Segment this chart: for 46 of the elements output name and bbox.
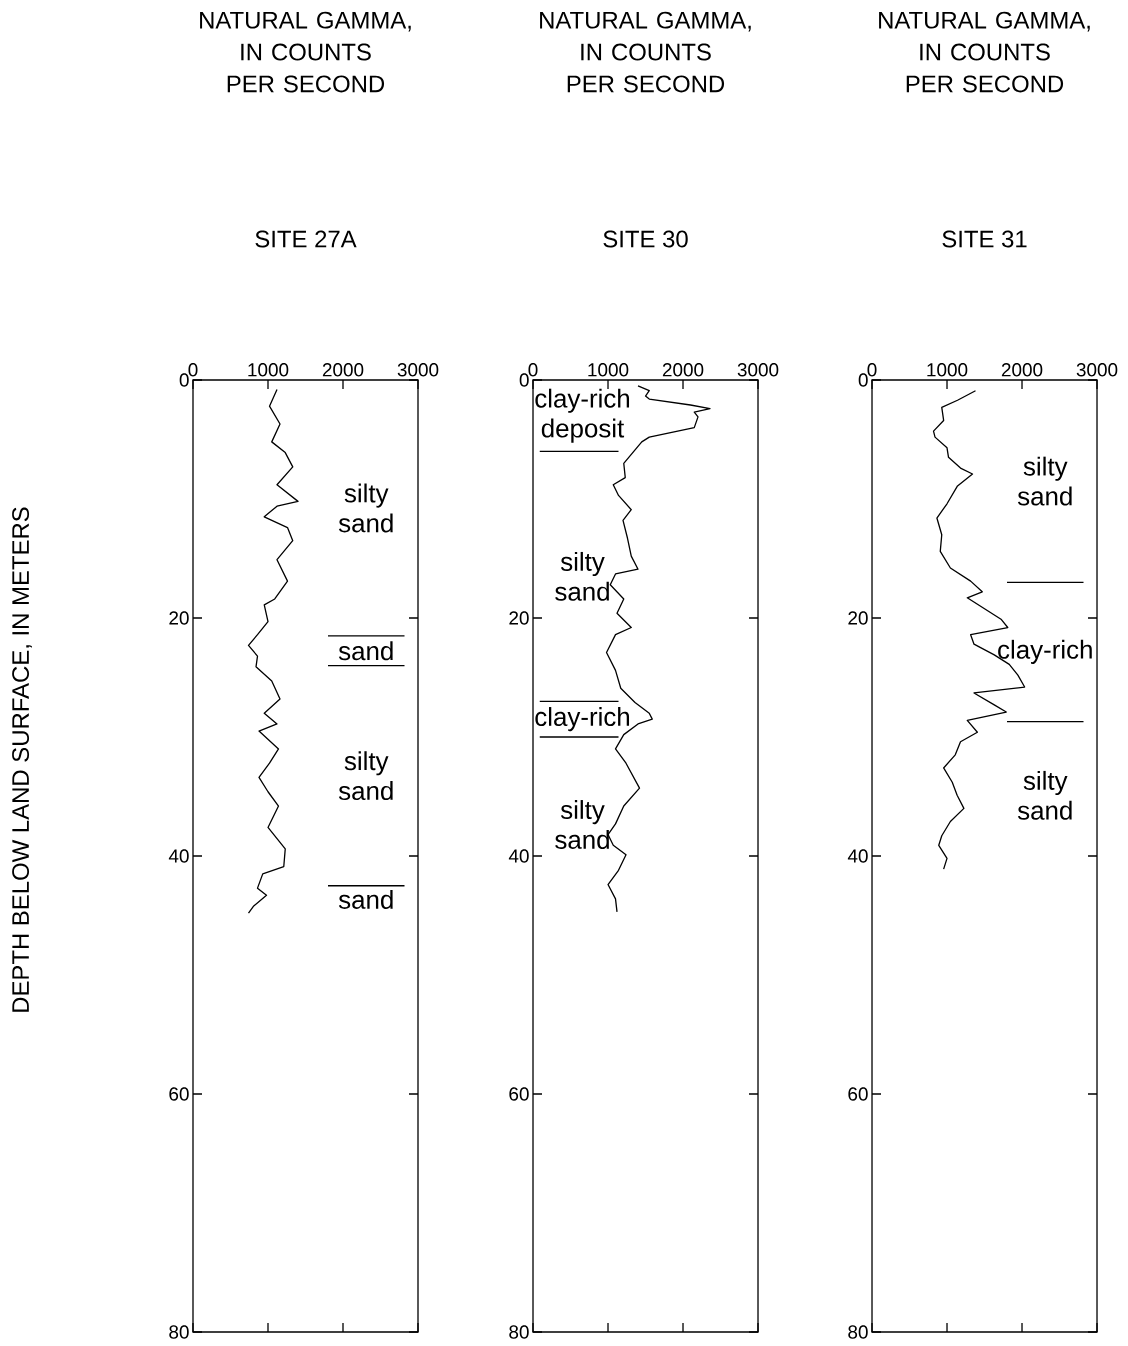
- annotation: silty sand: [555, 800, 609, 849]
- y-tick-label: 60: [848, 1087, 868, 1101]
- y-tick-label: 20: [169, 611, 189, 625]
- x-tick-label: 1000: [927, 363, 968, 377]
- chart-title: SITE 27A: [255, 230, 357, 248]
- y-tick-label: 60: [169, 1087, 189, 1101]
- annotation: silty sand: [555, 551, 609, 601]
- line-series: [247, 388, 299, 914]
- x-tick-label: 0: [188, 363, 198, 377]
- y-tick-label: 80: [169, 1325, 189, 1339]
- annotation: clay-rich deposit: [535, 388, 630, 443]
- annotation: silty sand: [1017, 770, 1072, 820]
- x-axis-title: NATURAL GAMMA, IN COUNTS PER SECOND: [200, 11, 411, 93]
- x-tick-label: 1000: [588, 363, 629, 377]
- x-tick-label: 1000: [248, 363, 289, 377]
- x-tick-label: 2000: [322, 363, 364, 377]
- x-tick-label: 3000: [397, 363, 439, 377]
- y-tick-label: 60: [509, 1087, 529, 1101]
- y-tick-label: 20: [509, 611, 529, 625]
- y-tick-label: 0: [858, 373, 868, 387]
- y-axis-title: DEPTH BELOW LAND SURFACE, IN METERS: [12, 507, 32, 1012]
- x-axis-title: NATURAL GAMMA, IN COUNTS PER SECOND: [879, 11, 1090, 93]
- annotation: silty sand: [338, 483, 393, 533]
- y-tick-label: 40: [168, 849, 189, 863]
- x-tick-label: 2000: [662, 363, 704, 377]
- annotation: silty sand: [1017, 456, 1072, 506]
- chart-title: SITE 31: [942, 230, 1027, 248]
- x-tick-label: 3000: [1076, 363, 1118, 377]
- x-tick-label: 3000: [737, 363, 779, 377]
- x-axis-title: NATURAL GAMMA, IN COUNTS PER SECOND: [540, 11, 751, 93]
- annotation: sand: [338, 641, 393, 661]
- annotation: silty sand: [338, 751, 393, 801]
- x-tick-label: 0: [867, 363, 877, 377]
- y-tick-label: 0: [179, 373, 189, 387]
- y-tick-label: 40: [508, 849, 529, 863]
- y-tick-label: 40: [847, 849, 868, 863]
- y-tick-label: 80: [509, 1325, 529, 1339]
- x-tick-label: 0: [528, 363, 538, 377]
- annotation: clay-rich: [535, 707, 630, 732]
- annotation: clay-rich: [998, 639, 1092, 664]
- x-tick-label: 2000: [1001, 363, 1043, 377]
- chart-title: SITE 30: [603, 230, 688, 248]
- y-tick-label: 20: [848, 611, 868, 625]
- y-tick-label: 0: [519, 373, 529, 387]
- y-tick-label: 80: [848, 1325, 868, 1339]
- annotation: sand: [338, 889, 393, 909]
